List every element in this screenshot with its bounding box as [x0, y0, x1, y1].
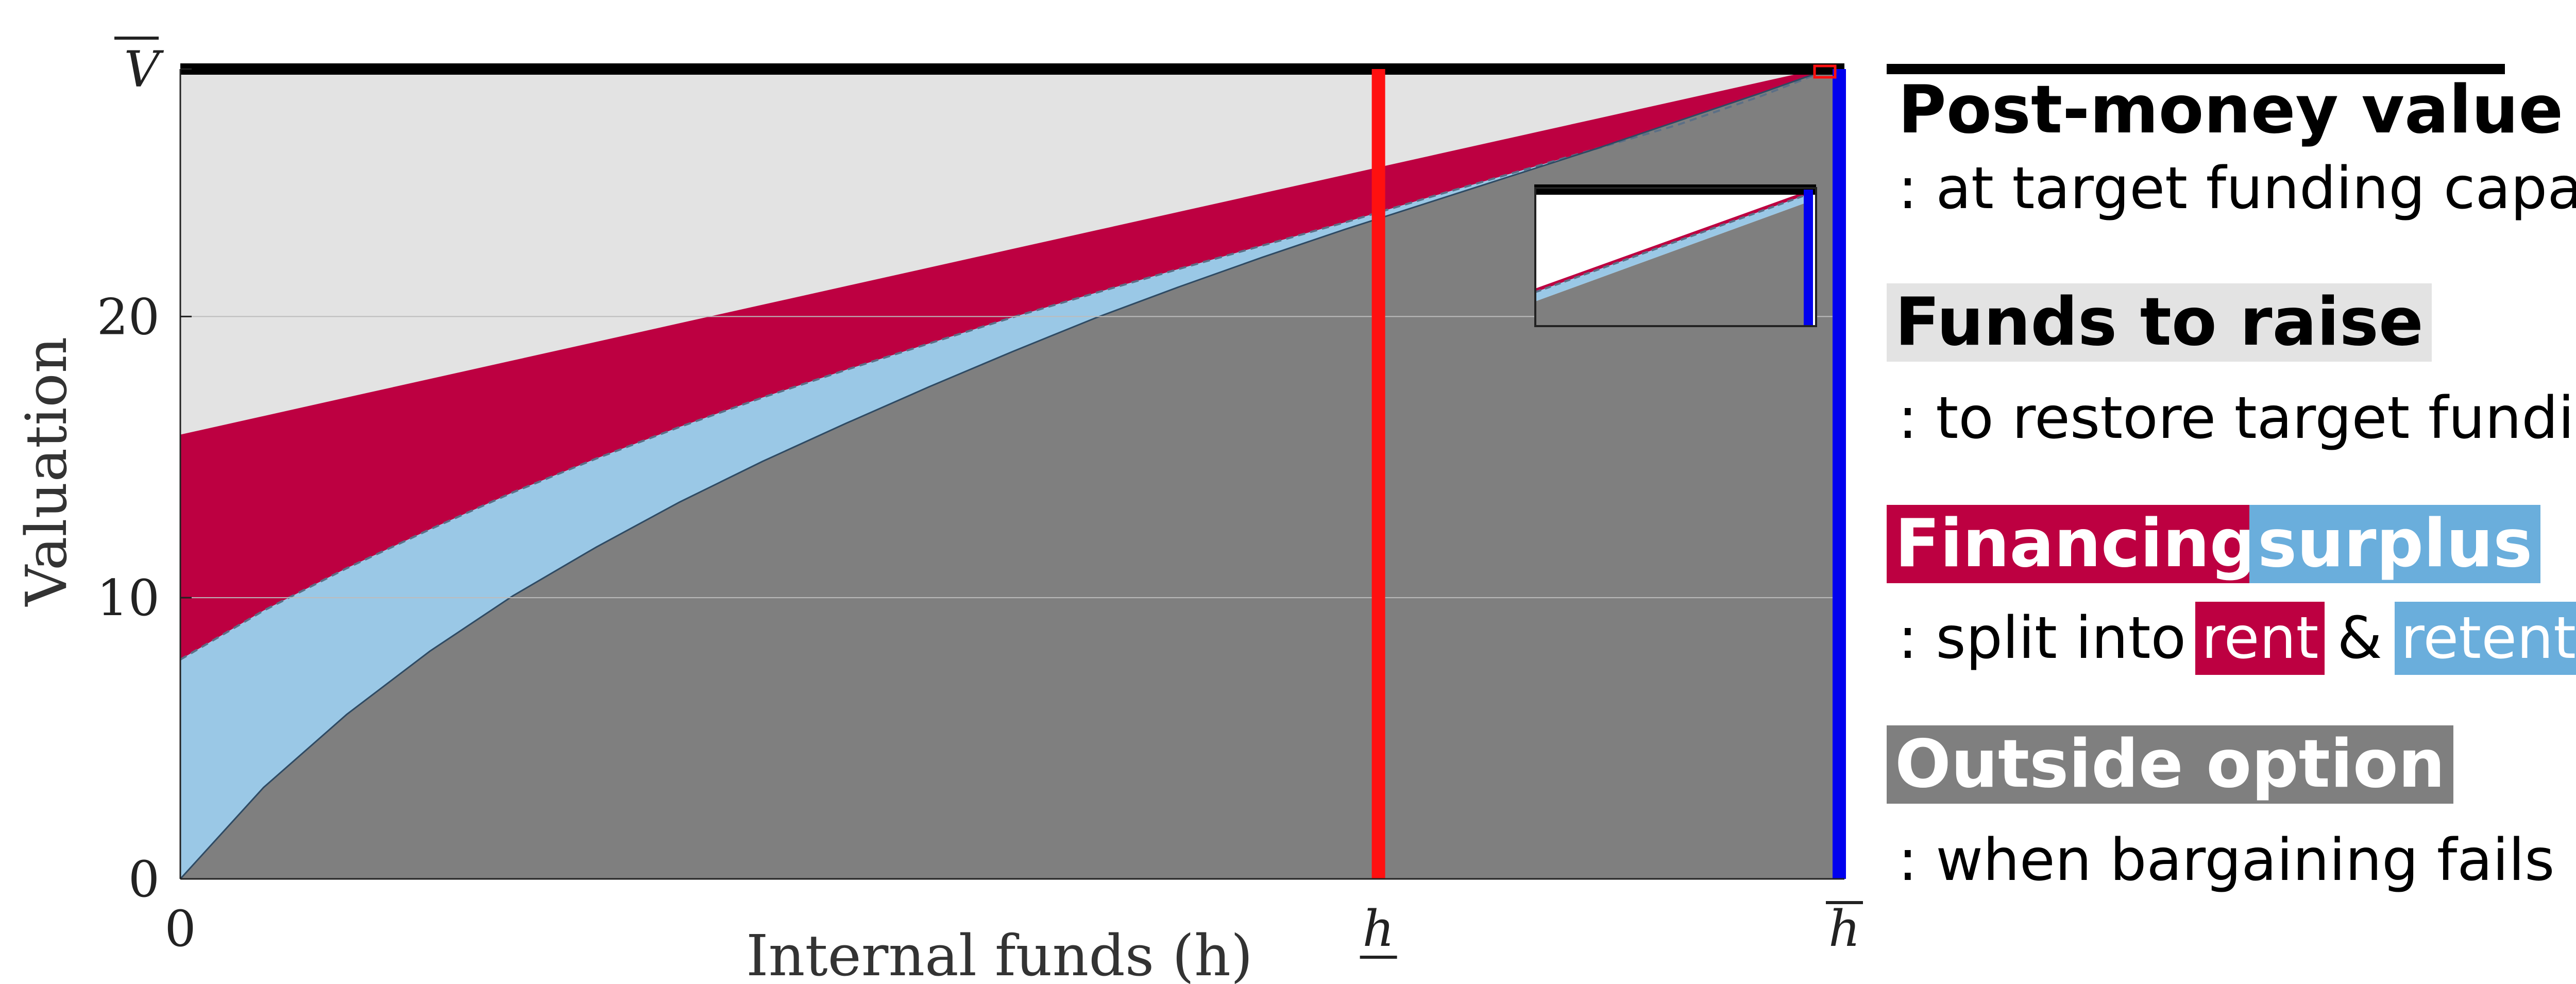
legend-ampersand: &	[2337, 605, 2382, 672]
chart: 0 10 20 V 0 h h Internal funds (h) Valuation	[13, 37, 1863, 984]
y-tick-label: V	[124, 41, 164, 98]
legend-surplus-desc-text: : split into	[1898, 605, 2187, 672]
inset-dash-line	[1535, 192, 1811, 293]
y-tick-label: 20	[97, 288, 160, 346]
legend-surplus-title: surplus	[2249, 505, 2541, 583]
x-tick-label: h	[1363, 900, 1395, 958]
legend-post-money-desc: : at target funding capacity	[1898, 155, 2576, 222]
retention-boundary-line	[180, 69, 1833, 661]
legend-financing-title: Financing	[1887, 505, 2265, 583]
x-axis-title: Internal funds (h)	[746, 923, 1253, 984]
zoom-inset	[1534, 184, 1817, 327]
legend-outside-title: Outside option	[1887, 725, 2453, 804]
x-tick-labels: 0 h h	[164, 900, 1863, 959]
inset-retention-area	[1535, 193, 1811, 301]
outside-option-boundary-line	[180, 69, 1831, 879]
legend-funds-title: Funds to raise	[1887, 283, 2432, 362]
legend-rent-tag: rent	[2195, 602, 2325, 675]
outside-option-area	[180, 69, 1844, 879]
y-tick-labels: 0 10 20 V	[97, 37, 192, 908]
corner-marker	[1813, 64, 1837, 79]
legend-outside-desc: : when bargaining fails	[1898, 827, 2555, 894]
inset-outside-area	[1535, 201, 1811, 326]
y-tick-label: 10	[97, 569, 160, 627]
y-axis-title: Valuation	[13, 337, 79, 607]
legend-post-money-bar	[1887, 64, 2505, 74]
legend-funds-desc: : to restore target funding	[1898, 385, 2576, 452]
y-tick-label: 0	[128, 851, 160, 908]
x-tick-label: h	[1828, 900, 1860, 958]
legend-post-money-title: Post-money value	[1898, 72, 2564, 148]
x-tick-label: 0	[164, 900, 196, 958]
legend-retention-tag: retention	[2394, 602, 2576, 675]
inset-frame	[1534, 187, 1817, 327]
